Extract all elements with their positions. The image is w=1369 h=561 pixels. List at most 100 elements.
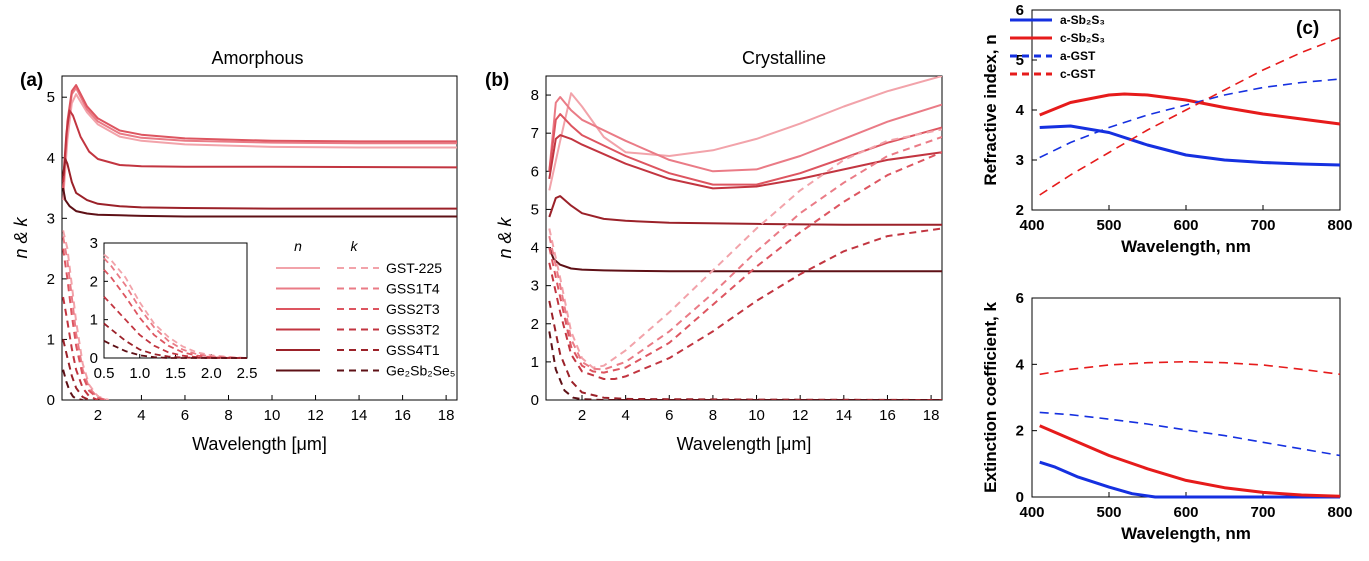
- y-tick-label: 8: [531, 87, 539, 104]
- y-tick-label: 7: [531, 125, 539, 142]
- inset-x-tick-label: 0.5: [94, 365, 115, 382]
- legend-entry-label: c-Sb₂S₃: [1060, 31, 1105, 45]
- legend-header-k: k: [351, 238, 359, 254]
- y-axis-label: n & k: [495, 216, 515, 258]
- legend-entry-label: a-GST: [1060, 49, 1096, 63]
- series-line-n: [62, 84, 457, 189]
- series-line-n: [62, 187, 457, 218]
- x-axis-label: Wavelength, nm: [1121, 237, 1251, 256]
- inset-x-tick-label: 1.5: [165, 365, 186, 382]
- series-line-n: [62, 158, 457, 210]
- series-line: [1039, 411, 1341, 457]
- y-tick-label: 3: [1016, 152, 1024, 169]
- legend-entry-label: c-GST: [1060, 67, 1096, 81]
- y-tick-label: 4: [531, 240, 539, 257]
- y-tick-label: 2: [1016, 423, 1024, 440]
- series-line: [1039, 92, 1341, 126]
- inset-x-tick-label: 1.0: [129, 365, 150, 382]
- series-line-k: [62, 339, 90, 400]
- series-line-n: [548, 76, 942, 191]
- inset-frame: [103, 242, 248, 359]
- series-line: [1039, 460, 1340, 499]
- inset-y-tick-label: 3: [90, 235, 98, 252]
- y-tick-label: 5: [47, 89, 55, 106]
- series-line-k: [62, 369, 83, 400]
- inset-x-tick-label: 2.0: [201, 365, 222, 382]
- series-line: [1039, 360, 1341, 376]
- y-tick-label: 6: [1016, 290, 1024, 307]
- series-line-k: [62, 296, 99, 400]
- series-line-k: [548, 300, 942, 400]
- inset-y-tick-label: 1: [90, 312, 98, 329]
- y-axis-label: Extinction coefficient, k: [981, 302, 1000, 493]
- y-tick-label: 1: [47, 331, 55, 348]
- inset-x-tick-label: 2.5: [237, 365, 258, 382]
- y-tick-label: 3: [531, 278, 539, 295]
- series-line-n: [62, 109, 457, 183]
- x-tick-label: 600: [1173, 504, 1198, 521]
- x-tick-label: 18: [438, 407, 455, 424]
- x-tick-label: 16: [394, 407, 411, 424]
- x-tick-label: 16: [879, 407, 896, 424]
- series-line-n: [548, 96, 942, 173]
- legend-entry-label: GSS2T3: [386, 301, 440, 317]
- y-tick-label: 2: [1016, 202, 1024, 219]
- x-tick-label: 2: [94, 407, 102, 424]
- x-tick-label: 6: [665, 407, 673, 424]
- inset-series-line-k: [103, 340, 247, 359]
- series-line-n: [548, 195, 942, 226]
- series-line-k: [548, 136, 942, 371]
- x-tick-label: 600: [1173, 217, 1198, 234]
- y-axis-label: n & k: [11, 216, 31, 258]
- x-axis-label: Wavelength, nm: [1121, 524, 1251, 543]
- panel-label: (c): [1296, 18, 1319, 39]
- x-tick-label: 800: [1327, 504, 1352, 521]
- panel-label: (a): [20, 70, 43, 91]
- panel-title: Amorphous: [211, 48, 303, 68]
- y-tick-label: 3: [47, 210, 55, 227]
- series-line: [1039, 36, 1341, 196]
- x-tick-label: 8: [224, 407, 232, 424]
- y-tick-label: 1: [531, 354, 539, 371]
- y-tick-label: 2: [531, 316, 539, 333]
- x-tick-label: 18: [923, 407, 940, 424]
- x-tick-label: 4: [621, 407, 629, 424]
- x-tick-label: 14: [835, 407, 852, 424]
- y-tick-label: 5: [531, 201, 539, 218]
- x-tick-label: 12: [307, 407, 324, 424]
- x-tick-label: 12: [792, 407, 809, 424]
- inset-y-tick-label: 0: [90, 350, 98, 367]
- series-line-k: [548, 151, 942, 374]
- panel-a-inset: 0.5 1.0 1.5 2.0 2.5 0 1 2 3: [90, 235, 258, 382]
- y-tick-label: 4: [1016, 102, 1025, 119]
- y-tick-label: 0: [47, 392, 55, 409]
- panel-c-refractive-index: 400 500 600 700 800 2 3 4 5 6 Wavelength, nm Refrac…: [981, 2, 1353, 256]
- panel-title: Crystalline: [742, 48, 826, 68]
- legend-entry-label: GSS3T2: [386, 322, 440, 338]
- x-tick-label: 2: [578, 407, 586, 424]
- series-line-n: [62, 93, 457, 201]
- inset-y-tick-label: 2: [90, 273, 98, 290]
- x-tick-label: 4: [137, 407, 145, 424]
- x-tick-label: 8: [709, 407, 717, 424]
- legend-entry-label: GSS4T1: [386, 342, 440, 358]
- series-group: [62, 84, 457, 400]
- y-tick-label: 4: [1016, 356, 1025, 373]
- series-line-n: [548, 113, 942, 186]
- series-line-n: [548, 247, 942, 273]
- series-line-k: [548, 128, 942, 369]
- series-line: [1039, 78, 1341, 159]
- plot-frame: [61, 75, 458, 401]
- x-tick-label: 500: [1096, 504, 1121, 521]
- x-tick-label: 400: [1019, 217, 1044, 234]
- x-tick-label: 700: [1250, 217, 1275, 234]
- series-group: [548, 76, 942, 400]
- legend-header-n: n: [294, 238, 302, 254]
- x-tick-label: 500: [1096, 217, 1121, 234]
- x-tick-label: 700: [1250, 504, 1275, 521]
- panel-label: (b): [485, 70, 509, 91]
- plot-frame: [1031, 297, 1341, 498]
